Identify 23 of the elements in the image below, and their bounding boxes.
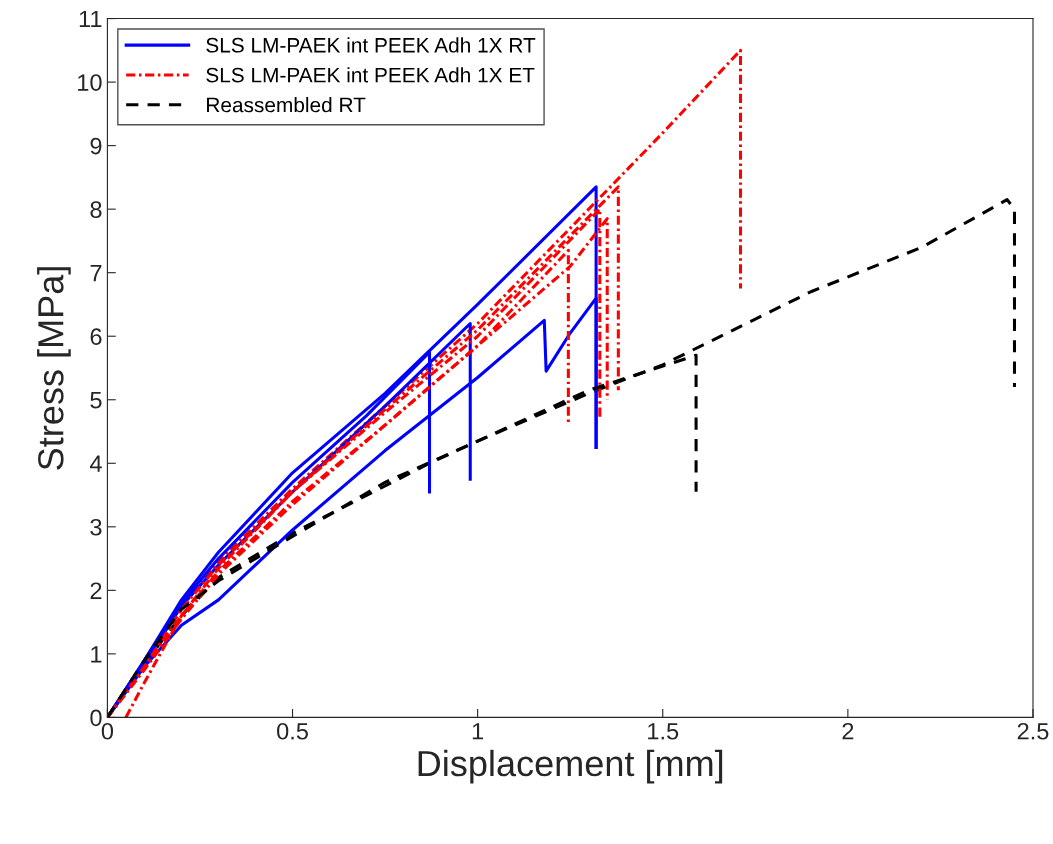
y-tick-label: 4 [89,455,102,472]
x-tick-label: 0.5 [277,722,308,740]
y-tick-label: 11 [79,10,102,28]
legend-label: SLS LM-PAEK int PEEK Adh 1X RT [206,37,536,53]
x-tick-label: 2 [842,722,854,740]
x-tick-label: 0 [101,722,114,740]
y-tick-label: 3 [90,518,102,536]
x-tick-label: 2.5 [1017,722,1049,740]
x-tick-label: 1 [472,723,484,740]
y-tick-label: 10 [78,74,102,91]
y-tick-label: 8 [90,201,102,218]
legend-label: SLS LM-PAEK int PEEK Adh 1X ET [206,67,535,83]
y-tick-label: 9 [90,137,102,155]
x-axis-title: Displacement [mm] [418,749,723,784]
x-tick-label: 1.5 [648,723,679,740]
y-tick-label: 6 [90,328,102,346]
y-axis-title: Stress [MPa] [37,267,71,470]
y-tick-label: 1 [91,646,102,663]
y-tick-label: 0 [90,709,102,727]
y-tick-label: 7 [90,265,102,282]
y-tick-label: 2 [90,582,102,599]
legend-label: Reassembled RT [207,96,366,113]
y-tick-label: 5 [90,392,102,409]
